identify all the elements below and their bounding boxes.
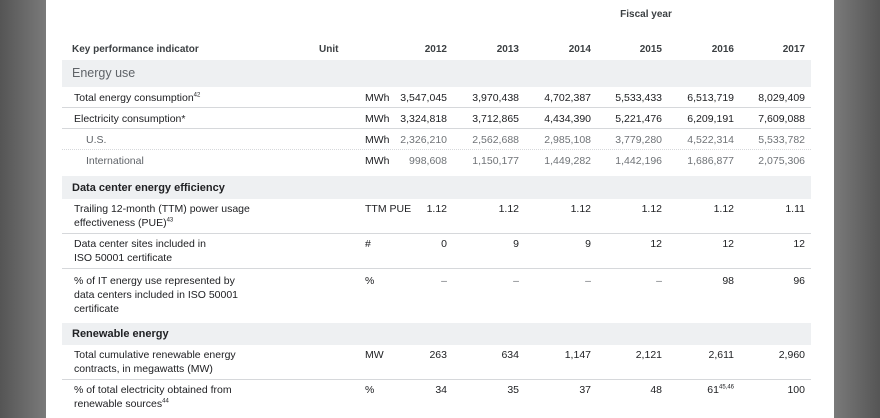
value-2012: 998,608 bbox=[409, 155, 447, 167]
row-label: Total energy consumption42 bbox=[74, 92, 201, 104]
row-label: International bbox=[86, 155, 144, 167]
value-2016: 12 bbox=[722, 238, 734, 250]
value-2013: 3,712,865 bbox=[472, 113, 519, 125]
value-2013: 2,562,688 bbox=[472, 134, 519, 146]
value-2016: 1,686,877 bbox=[687, 155, 734, 167]
value-2015: 5,533,433 bbox=[615, 92, 662, 104]
value-2012: 3,547,045 bbox=[400, 92, 447, 104]
table-row: Total energy consumption42 MWh 3,547,045… bbox=[62, 87, 811, 108]
row-unit: MWh bbox=[365, 113, 390, 125]
header-year-2015: 2015 bbox=[639, 44, 662, 55]
header-year-2014: 2014 bbox=[568, 44, 591, 55]
value-2014: 1.12 bbox=[570, 203, 591, 215]
value-2015: 48 bbox=[650, 384, 662, 396]
header-year-2016: 2016 bbox=[711, 44, 734, 55]
row-label: U.S. bbox=[86, 134, 107, 146]
value-2014: 4,702,387 bbox=[544, 92, 591, 104]
value-2017: 2,075,306 bbox=[758, 155, 805, 167]
value-2014: 1,449,282 bbox=[544, 155, 591, 167]
row-unit: # bbox=[365, 238, 371, 250]
row-label: % of total electricity obtained from rene… bbox=[74, 384, 232, 410]
value-2015: – bbox=[656, 275, 662, 287]
value-2012: 263 bbox=[429, 349, 447, 361]
section-title: Energy use bbox=[72, 66, 136, 80]
value-2014: 2,985,108 bbox=[544, 134, 591, 146]
value-2013: – bbox=[513, 275, 519, 287]
value-2012: 1.12 bbox=[426, 203, 447, 215]
page-shadow-left bbox=[0, 0, 46, 418]
header-year-2012: 2012 bbox=[424, 44, 447, 55]
value-2015: 3,779,280 bbox=[615, 134, 662, 146]
value-2017: 2,960 bbox=[778, 349, 805, 361]
value-2014: 1,147 bbox=[564, 349, 591, 361]
section-title: Data center energy efficiency bbox=[72, 182, 225, 194]
table-row: % of IT energy use represented by data ce… bbox=[62, 269, 811, 321]
header-year-2013: 2013 bbox=[496, 44, 519, 55]
table-row: U.S. MWh 2,326,210 2,562,688 2,985,108 3… bbox=[62, 129, 811, 150]
value-2012: 0 bbox=[441, 238, 447, 250]
table-row: % of total electricity obtained from rene… bbox=[62, 380, 811, 416]
value-2016: 4,522,314 bbox=[687, 134, 734, 146]
value-2017: 96 bbox=[793, 275, 805, 287]
value-2013: 1.12 bbox=[498, 203, 519, 215]
value-2012: 34 bbox=[435, 384, 447, 396]
value-2016: 98 bbox=[722, 275, 734, 287]
row-label: Electricity consumption* bbox=[74, 113, 186, 125]
value-2015: 12 bbox=[650, 238, 662, 250]
header-unit: Unit bbox=[319, 44, 339, 55]
value-2014: 37 bbox=[579, 384, 591, 396]
value-2017: 5,533,782 bbox=[758, 134, 805, 146]
row-unit: TTM PUE bbox=[365, 203, 412, 215]
section-energy-use: Energy use bbox=[62, 60, 811, 87]
value-2012: – bbox=[441, 275, 447, 287]
value-2013: 3,970,438 bbox=[472, 92, 519, 104]
value-2017: 12 bbox=[793, 238, 805, 250]
row-label: Trailing 12-month (TTM) power usage effec… bbox=[74, 203, 250, 229]
value-2014: 4,434,390 bbox=[544, 113, 591, 125]
value-2015: 5,221,476 bbox=[615, 113, 662, 125]
table-row: Trailing 12-month (TTM) power usage effec… bbox=[62, 199, 811, 234]
fiscal-year-header: Fiscal year bbox=[620, 9, 672, 20]
header-indicator: Key performance indicator bbox=[72, 44, 199, 55]
value-2013: 9 bbox=[513, 238, 519, 250]
section-renewable: Renewable energy bbox=[62, 323, 811, 345]
table-row: Data center sites included in ISO 50001 c… bbox=[62, 234, 811, 269]
row-unit: % bbox=[365, 384, 375, 396]
value-2013: 35 bbox=[507, 384, 519, 396]
value-2015: 2,121 bbox=[635, 349, 662, 361]
value-2012: 3,324,818 bbox=[400, 113, 447, 125]
value-2016: 1.12 bbox=[713, 203, 734, 215]
row-label: Total cumulative renewable energy contrac… bbox=[74, 349, 236, 375]
value-2014: 9 bbox=[585, 238, 591, 250]
value-2015: 1.12 bbox=[641, 203, 662, 215]
value-2016: 2,611 bbox=[708, 349, 735, 361]
page-shadow-right bbox=[834, 0, 880, 418]
section-dc-efficiency: Data center energy efficiency bbox=[62, 176, 811, 199]
row-label: Data center sites included in ISO 50001 c… bbox=[74, 238, 206, 264]
value-2017: 8,029,409 bbox=[758, 92, 805, 104]
table-row: Electricity consumption* MWh 3,324,818 3… bbox=[62, 108, 811, 129]
table-row: International MWh 998,608 1,150,177 1,44… bbox=[62, 150, 811, 171]
value-2016: 6,513,719 bbox=[687, 92, 734, 104]
header-year-2017: 2017 bbox=[782, 44, 805, 55]
value-2017: 1.11 bbox=[785, 203, 805, 215]
row-unit: MWh bbox=[365, 92, 390, 104]
row-label: % of IT energy use represented by data ce… bbox=[74, 275, 239, 315]
row-unit: MWh bbox=[365, 155, 390, 167]
value-2017: 100 bbox=[787, 384, 805, 396]
document-page: Fiscal year Key performance indicator Un… bbox=[46, 0, 834, 418]
table-row: Total cumulative renewable energy contrac… bbox=[62, 345, 811, 380]
value-2013: 634 bbox=[501, 349, 519, 361]
row-unit: MWh bbox=[365, 134, 390, 146]
row-unit: MW bbox=[365, 349, 384, 361]
section-title: Renewable energy bbox=[72, 328, 169, 340]
value-2017: 7,609,088 bbox=[758, 113, 805, 125]
value-2013: 1,150,177 bbox=[472, 155, 519, 167]
value-2014: – bbox=[585, 275, 591, 287]
value-2015: 1,442,196 bbox=[615, 155, 662, 167]
value-2012: 2,326,210 bbox=[400, 134, 447, 146]
value-2016: 6,209,191 bbox=[687, 113, 734, 125]
value-2016: 6145,46 bbox=[707, 384, 734, 396]
row-unit: % bbox=[365, 275, 375, 287]
